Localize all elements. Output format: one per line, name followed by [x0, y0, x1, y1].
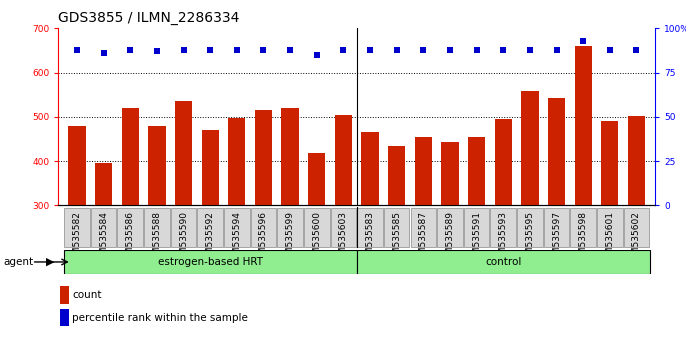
FancyBboxPatch shape: [410, 208, 436, 247]
FancyBboxPatch shape: [250, 208, 276, 247]
Text: GSM535593: GSM535593: [499, 211, 508, 266]
FancyBboxPatch shape: [384, 208, 410, 247]
Bar: [495, 119, 512, 205]
Bar: [60, 286, 69, 304]
Bar: [388, 145, 405, 205]
FancyBboxPatch shape: [144, 208, 169, 247]
Bar: [148, 126, 165, 205]
FancyBboxPatch shape: [624, 208, 649, 247]
Point: [631, 47, 642, 52]
Text: GSM535591: GSM535591: [472, 211, 481, 266]
Point: [152, 48, 163, 54]
Point: [98, 50, 109, 56]
Bar: [414, 137, 432, 205]
FancyBboxPatch shape: [171, 208, 196, 247]
FancyBboxPatch shape: [437, 208, 463, 247]
Bar: [202, 130, 219, 205]
FancyBboxPatch shape: [517, 208, 543, 247]
Point: [285, 47, 296, 52]
Text: percentile rank within the sample: percentile rank within the sample: [72, 313, 248, 322]
FancyBboxPatch shape: [117, 208, 143, 247]
Bar: [308, 153, 325, 205]
Bar: [575, 46, 592, 205]
Text: estrogen-based HRT: estrogen-based HRT: [158, 257, 263, 267]
FancyBboxPatch shape: [91, 208, 117, 247]
Text: GSM535583: GSM535583: [366, 211, 375, 266]
Text: GSM535601: GSM535601: [605, 211, 615, 266]
Text: GSM535584: GSM535584: [99, 211, 108, 266]
Point: [578, 38, 589, 44]
Bar: [228, 118, 246, 205]
Text: GSM535596: GSM535596: [259, 211, 268, 266]
Text: GSM535602: GSM535602: [632, 211, 641, 266]
Point: [231, 47, 242, 52]
Point: [125, 47, 136, 52]
Bar: [281, 108, 299, 205]
Text: GSM535600: GSM535600: [312, 211, 321, 266]
Text: GSM535589: GSM535589: [445, 211, 454, 266]
FancyBboxPatch shape: [64, 208, 90, 247]
Text: GSM535590: GSM535590: [179, 211, 188, 266]
FancyBboxPatch shape: [544, 208, 569, 247]
Point: [71, 47, 82, 52]
Text: GSM535586: GSM535586: [126, 211, 134, 266]
Bar: [121, 108, 139, 205]
FancyBboxPatch shape: [331, 208, 356, 247]
Text: GSM535597: GSM535597: [552, 211, 561, 266]
Text: control: control: [485, 257, 521, 267]
Point: [551, 47, 562, 52]
Point: [364, 47, 375, 52]
Point: [391, 47, 402, 52]
Text: GSM535595: GSM535595: [525, 211, 534, 266]
Bar: [255, 110, 272, 205]
FancyBboxPatch shape: [597, 208, 623, 247]
Bar: [468, 137, 485, 205]
Point: [498, 47, 509, 52]
Bar: [548, 98, 565, 205]
FancyBboxPatch shape: [198, 208, 223, 247]
FancyBboxPatch shape: [224, 208, 250, 247]
Text: agent: agent: [3, 257, 34, 267]
Text: GSM535599: GSM535599: [285, 211, 294, 266]
Point: [524, 47, 535, 52]
FancyBboxPatch shape: [570, 208, 596, 247]
Bar: [362, 132, 379, 205]
FancyBboxPatch shape: [490, 208, 516, 247]
Bar: [95, 163, 113, 205]
FancyBboxPatch shape: [304, 208, 329, 247]
FancyBboxPatch shape: [64, 250, 357, 274]
Bar: [601, 121, 619, 205]
Point: [258, 47, 269, 52]
Point: [178, 47, 189, 52]
Text: GSM535588: GSM535588: [152, 211, 161, 266]
Point: [418, 47, 429, 52]
Text: GSM535587: GSM535587: [419, 211, 428, 266]
Bar: [441, 142, 459, 205]
Text: GSM535585: GSM535585: [392, 211, 401, 266]
Text: GSM535598: GSM535598: [579, 211, 588, 266]
Bar: [60, 309, 69, 326]
Text: GSM535592: GSM535592: [206, 211, 215, 266]
Text: GSM535603: GSM535603: [339, 211, 348, 266]
FancyBboxPatch shape: [464, 208, 489, 247]
Point: [471, 47, 482, 52]
Point: [204, 47, 215, 52]
Bar: [69, 126, 86, 205]
Bar: [628, 116, 645, 205]
FancyBboxPatch shape: [357, 250, 650, 274]
Text: GSM535582: GSM535582: [73, 211, 82, 266]
Text: count: count: [72, 290, 102, 300]
Text: GSM535594: GSM535594: [233, 211, 241, 266]
FancyBboxPatch shape: [277, 208, 303, 247]
Text: GDS3855 / ILMN_2286334: GDS3855 / ILMN_2286334: [58, 11, 239, 25]
Bar: [521, 91, 539, 205]
Text: ▶: ▶: [46, 257, 54, 267]
Point: [338, 47, 349, 52]
FancyBboxPatch shape: [357, 208, 383, 247]
Bar: [335, 115, 352, 205]
Point: [311, 52, 322, 58]
Point: [604, 47, 615, 52]
Point: [445, 47, 456, 52]
Bar: [175, 101, 192, 205]
